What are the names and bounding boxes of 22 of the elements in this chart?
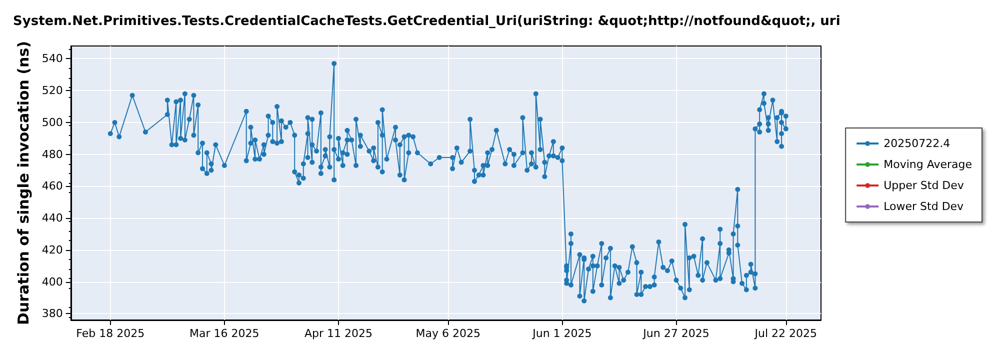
x-tick-label: Mar 16 2025 xyxy=(190,327,260,340)
x-tick-label: May 6 2025 xyxy=(416,327,481,340)
legend-label: Moving Average xyxy=(884,158,972,171)
y-tick-label: 540 xyxy=(42,52,63,66)
y-tick-label: 400 xyxy=(42,275,63,288)
y-tick-label: 420 xyxy=(42,243,63,256)
chart-title: System.Net.Primitives.Tests.CredentialCacheTests.GetCredential_Uri(uriString: &quot;http://notfound&quot;, uri xyxy=(13,14,840,29)
legend-label: Lower Std Dev xyxy=(884,200,964,213)
y-tick-label: 480 xyxy=(42,148,63,161)
x-tick-label: Apr 11 2025 xyxy=(304,327,372,340)
x-tick-label: Jun 27 2025 xyxy=(642,327,710,340)
y-tick-label: 460 xyxy=(42,180,63,193)
x-tick-label: Feb 18 2025 xyxy=(76,327,145,340)
x-tick-label: Jul 22 2025 xyxy=(754,327,818,340)
y-axis-title: Duration of single invocation (ns) xyxy=(14,41,32,325)
y-tick-label: 440 xyxy=(42,212,63,225)
y-tick-label: 500 xyxy=(42,116,63,129)
y-tick-label: 380 xyxy=(42,307,63,320)
legend-label: 20250722.4 xyxy=(884,137,950,150)
x-tick-label: Jun 1 2025 xyxy=(532,327,592,340)
y-tick-label: 520 xyxy=(42,84,63,98)
legend-label: Upper Std Dev xyxy=(884,179,964,192)
